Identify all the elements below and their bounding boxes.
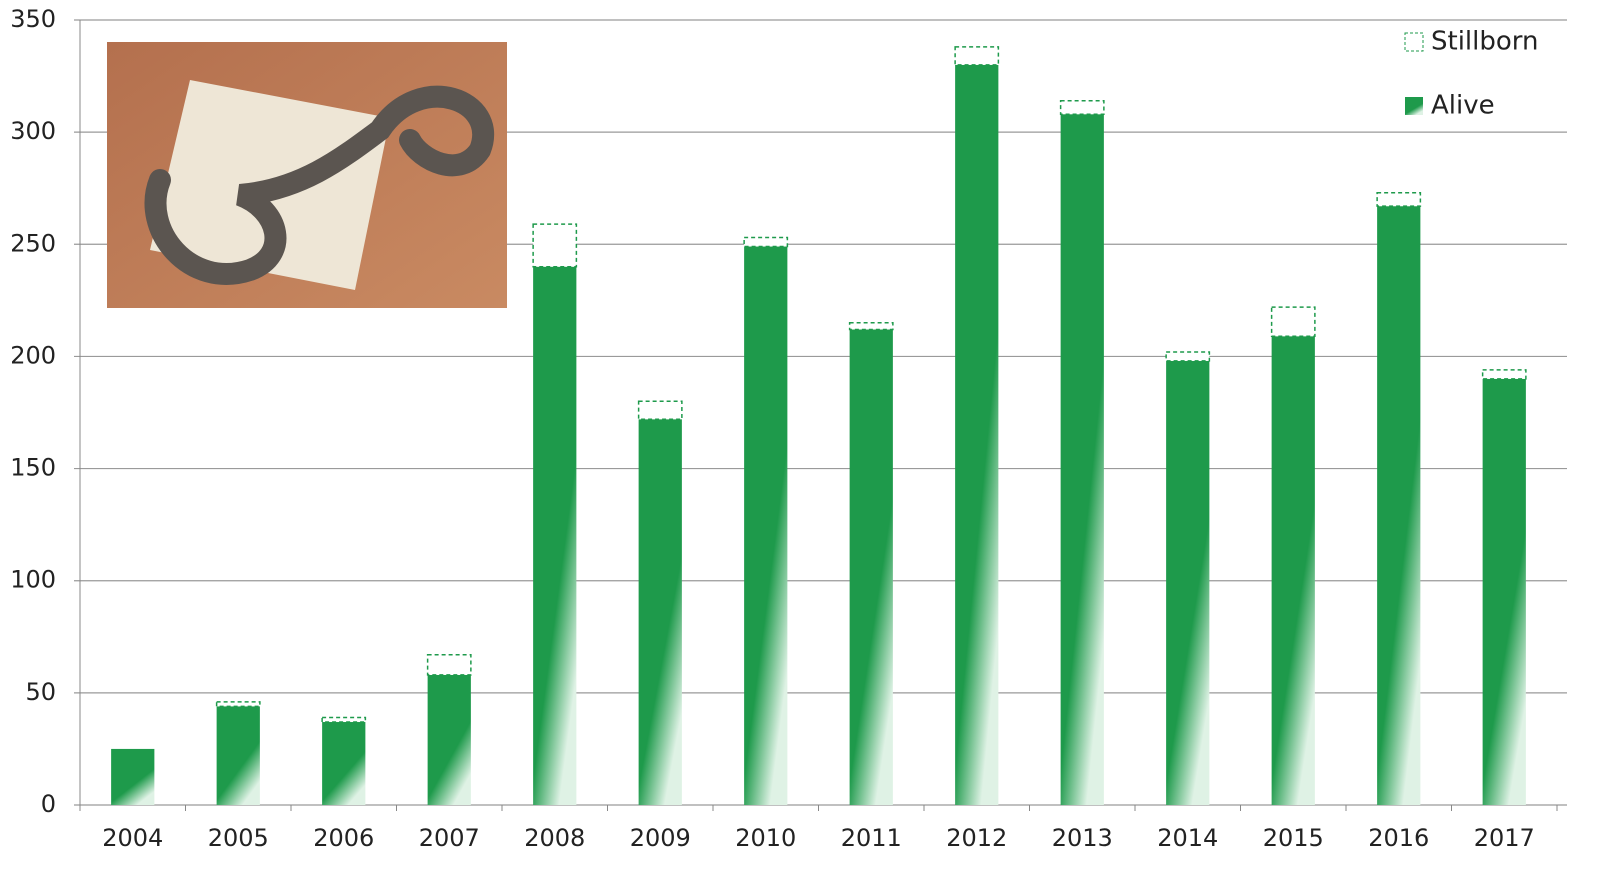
bar-stillborn <box>426 653 472 676</box>
bar-stillborn <box>1481 369 1527 380</box>
bar <box>111 748 155 805</box>
x-tick-label: 2007 <box>419 824 480 852</box>
bar-stillborn <box>1165 351 1211 362</box>
x-tick-label: 2015 <box>1263 824 1324 852</box>
x-tick-label: 2006 <box>313 824 374 852</box>
x-tick-label: 2011 <box>841 824 902 852</box>
x-tick-label: 2010 <box>735 824 796 852</box>
legend-label: Stillborn <box>1431 27 1539 57</box>
bar-stillborn <box>743 236 789 248</box>
bar <box>955 64 999 806</box>
bar <box>216 706 260 805</box>
bar <box>533 266 577 805</box>
x-tick-label: 2005 <box>208 824 269 852</box>
bar-stillborn <box>532 223 578 268</box>
x-tick-label: 2004 <box>102 824 163 852</box>
bar <box>638 419 682 805</box>
y-tick-label: 350 <box>10 5 56 33</box>
bar-stillborn <box>321 716 367 723</box>
bar <box>1166 360 1210 805</box>
y-tick-label: 150 <box>10 454 56 482</box>
x-tick-label: 2014 <box>1157 824 1218 852</box>
y-tick-label: 200 <box>10 341 56 369</box>
bar <box>322 722 366 805</box>
bar-stillborn <box>848 322 894 331</box>
bar <box>849 329 893 805</box>
photo-inset <box>107 42 507 308</box>
x-tick-label: 2012 <box>946 824 1007 852</box>
bar-stillborn <box>637 400 683 420</box>
legend-swatch <box>1405 97 1423 115</box>
y-tick-label: 250 <box>10 229 56 257</box>
bar-stillborn <box>1376 191 1422 207</box>
x-tick-label: 2017 <box>1474 824 1535 852</box>
bar <box>1060 114 1104 805</box>
bar <box>1377 206 1421 805</box>
legend-swatch <box>1404 32 1424 52</box>
x-tick-label: 2013 <box>1052 824 1113 852</box>
legend-label: Alive <box>1431 91 1495 121</box>
bar <box>427 674 471 805</box>
bar-stillborn <box>1270 306 1316 337</box>
x-tick-label: 2009 <box>630 824 691 852</box>
bar <box>1271 336 1315 805</box>
bar-stillborn <box>954 46 1000 66</box>
y-tick-label: 0 <box>41 790 56 818</box>
bar <box>744 246 788 805</box>
y-tick-label: 50 <box>25 678 56 706</box>
y-tick-label: 100 <box>10 566 56 594</box>
y-tick-label: 300 <box>10 117 56 145</box>
x-tick-label: 2008 <box>524 824 585 852</box>
legend: Stillborn Alive <box>1404 27 1539 121</box>
x-tick-label: 2016 <box>1368 824 1429 852</box>
bar <box>1482 378 1526 805</box>
plot-area: 0 50 100 150 200 250 300 350 2004 2005 2006 2007 200… <box>10 5 1567 852</box>
bar-stillborn <box>215 701 261 708</box>
bar-stillborn <box>1059 99 1105 115</box>
